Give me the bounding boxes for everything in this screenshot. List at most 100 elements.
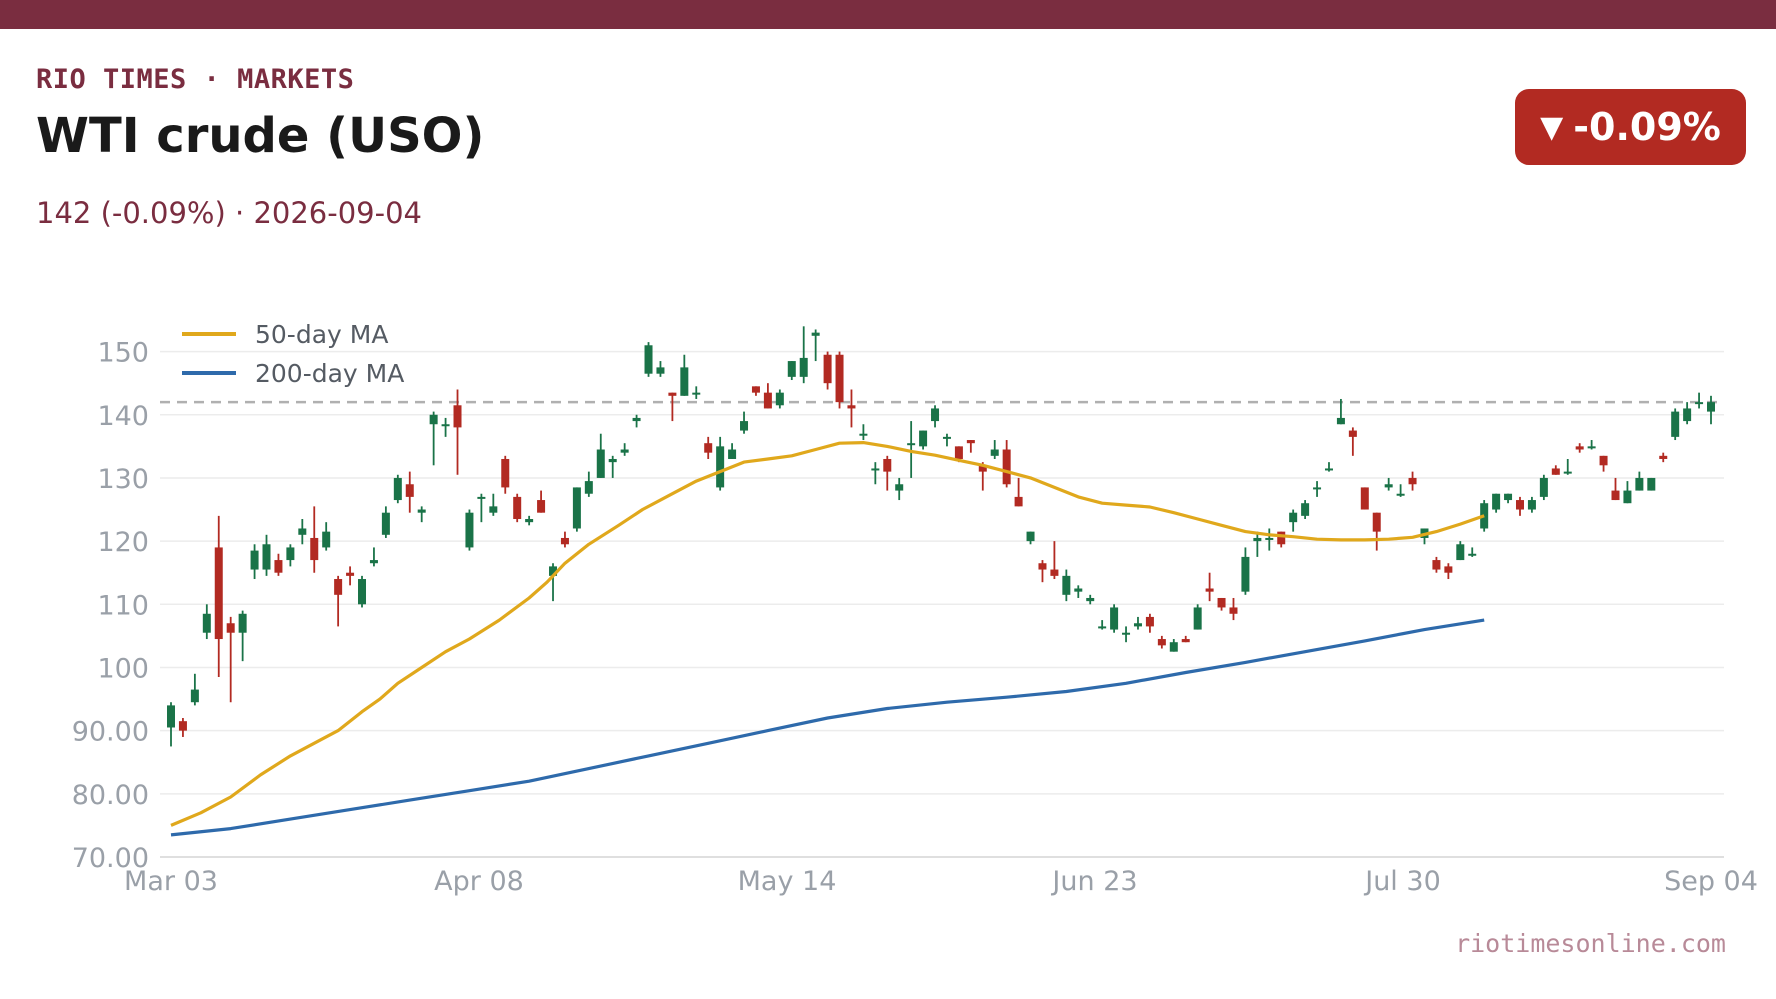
candle-down [1360, 487, 1369, 510]
candle-up [167, 702, 175, 747]
candle-up [1587, 440, 1596, 450]
candle-body [728, 449, 737, 459]
candle-up [1384, 477, 1393, 491]
candle-body [1229, 607, 1238, 614]
candle-down [346, 566, 355, 586]
candle-up [1671, 408, 1680, 441]
y-tick-label: 130 [97, 464, 149, 495]
candle-body [1611, 490, 1620, 501]
candle-body [1599, 455, 1608, 466]
candle-down [513, 493, 522, 523]
candle-down [537, 490, 546, 513]
candle-body [1527, 500, 1536, 510]
candle-up [1635, 471, 1644, 491]
candle-body [859, 433, 868, 436]
candle-up [525, 515, 534, 526]
candle-up [1504, 493, 1513, 504]
candle-body [1563, 471, 1572, 474]
candle-body [751, 386, 760, 393]
candle-down [1157, 635, 1166, 649]
candle-down [668, 392, 677, 422]
candle-body [346, 572, 355, 576]
candle-down [1181, 635, 1190, 643]
candle-body [1062, 575, 1071, 595]
candle-body [1408, 477, 1417, 485]
candle-body [692, 392, 701, 395]
candle-down [1372, 512, 1381, 551]
candle-body [322, 531, 331, 548]
candle-up [1492, 493, 1501, 513]
candle-body [990, 449, 999, 456]
candle-body [1683, 408, 1692, 422]
candle-body [572, 487, 581, 529]
candle-down [274, 553, 283, 576]
candle-up [907, 421, 916, 478]
y-axis-ticks: 70.00 80.00 90.00 100 110 120 130 140 150 [72, 338, 149, 874]
candle-up [441, 417, 450, 437]
candle-body [584, 481, 593, 494]
candle-body [214, 547, 223, 640]
candle-up [632, 414, 641, 428]
candle-body [417, 509, 426, 513]
candle-up [1122, 626, 1131, 643]
candle-body [763, 392, 772, 409]
candle-body [1086, 597, 1095, 602]
candle-body [740, 421, 749, 431]
candle-up [572, 487, 581, 532]
candle-up [656, 361, 665, 377]
candle-body [190, 689, 199, 703]
candle-up [728, 443, 737, 459]
candle-body [453, 405, 462, 428]
candle-body [1587, 446, 1596, 449]
candle-up [549, 563, 558, 602]
candle-body [1707, 402, 1715, 412]
legend-label: 200-day MA [255, 359, 404, 388]
candle-down [883, 455, 892, 491]
candle-up [1086, 594, 1095, 605]
candle-down [1229, 597, 1238, 621]
y-tick-label: 140 [97, 401, 149, 432]
candle-body [954, 446, 963, 459]
candle-up [489, 493, 498, 516]
candle-up [238, 610, 247, 662]
candle-up [1456, 541, 1465, 561]
candle-body [1145, 616, 1154, 627]
candle-body [1026, 531, 1035, 542]
candle-down [704, 436, 713, 459]
candle-body [931, 408, 940, 422]
candle-body [274, 560, 283, 573]
candle-up [1324, 462, 1333, 472]
candle-body [1014, 496, 1023, 507]
candle-up [787, 361, 796, 381]
candle-body [680, 367, 689, 396]
candle-up [1289, 509, 1298, 532]
candle-body [1444, 566, 1453, 573]
x-tick-label: Mar 03 [124, 866, 218, 897]
y-tick-label: 100 [97, 653, 149, 684]
candle-body [1169, 642, 1178, 652]
candle-down [1551, 465, 1560, 475]
candle-down [966, 440, 975, 453]
candle-body [1659, 455, 1668, 459]
candle-up [250, 544, 259, 580]
candle-body [1539, 477, 1548, 497]
candle-body [286, 547, 295, 561]
candle-down [1002, 440, 1011, 488]
candle-up [919, 430, 928, 450]
candle-body [549, 566, 558, 576]
candle-body [1372, 512, 1381, 532]
candle-body [835, 354, 844, 403]
candle-down [501, 455, 510, 494]
candle-body [537, 500, 546, 513]
candle-up [417, 506, 426, 523]
candle-body [1241, 556, 1250, 592]
candle-up [1110, 604, 1119, 633]
candle-body [620, 449, 629, 453]
candle-body [465, 512, 474, 548]
candle-body [1110, 607, 1119, 630]
candle-down [1050, 541, 1059, 580]
candle-down [763, 383, 772, 409]
candle-up [942, 433, 951, 447]
candle-up [584, 471, 593, 497]
